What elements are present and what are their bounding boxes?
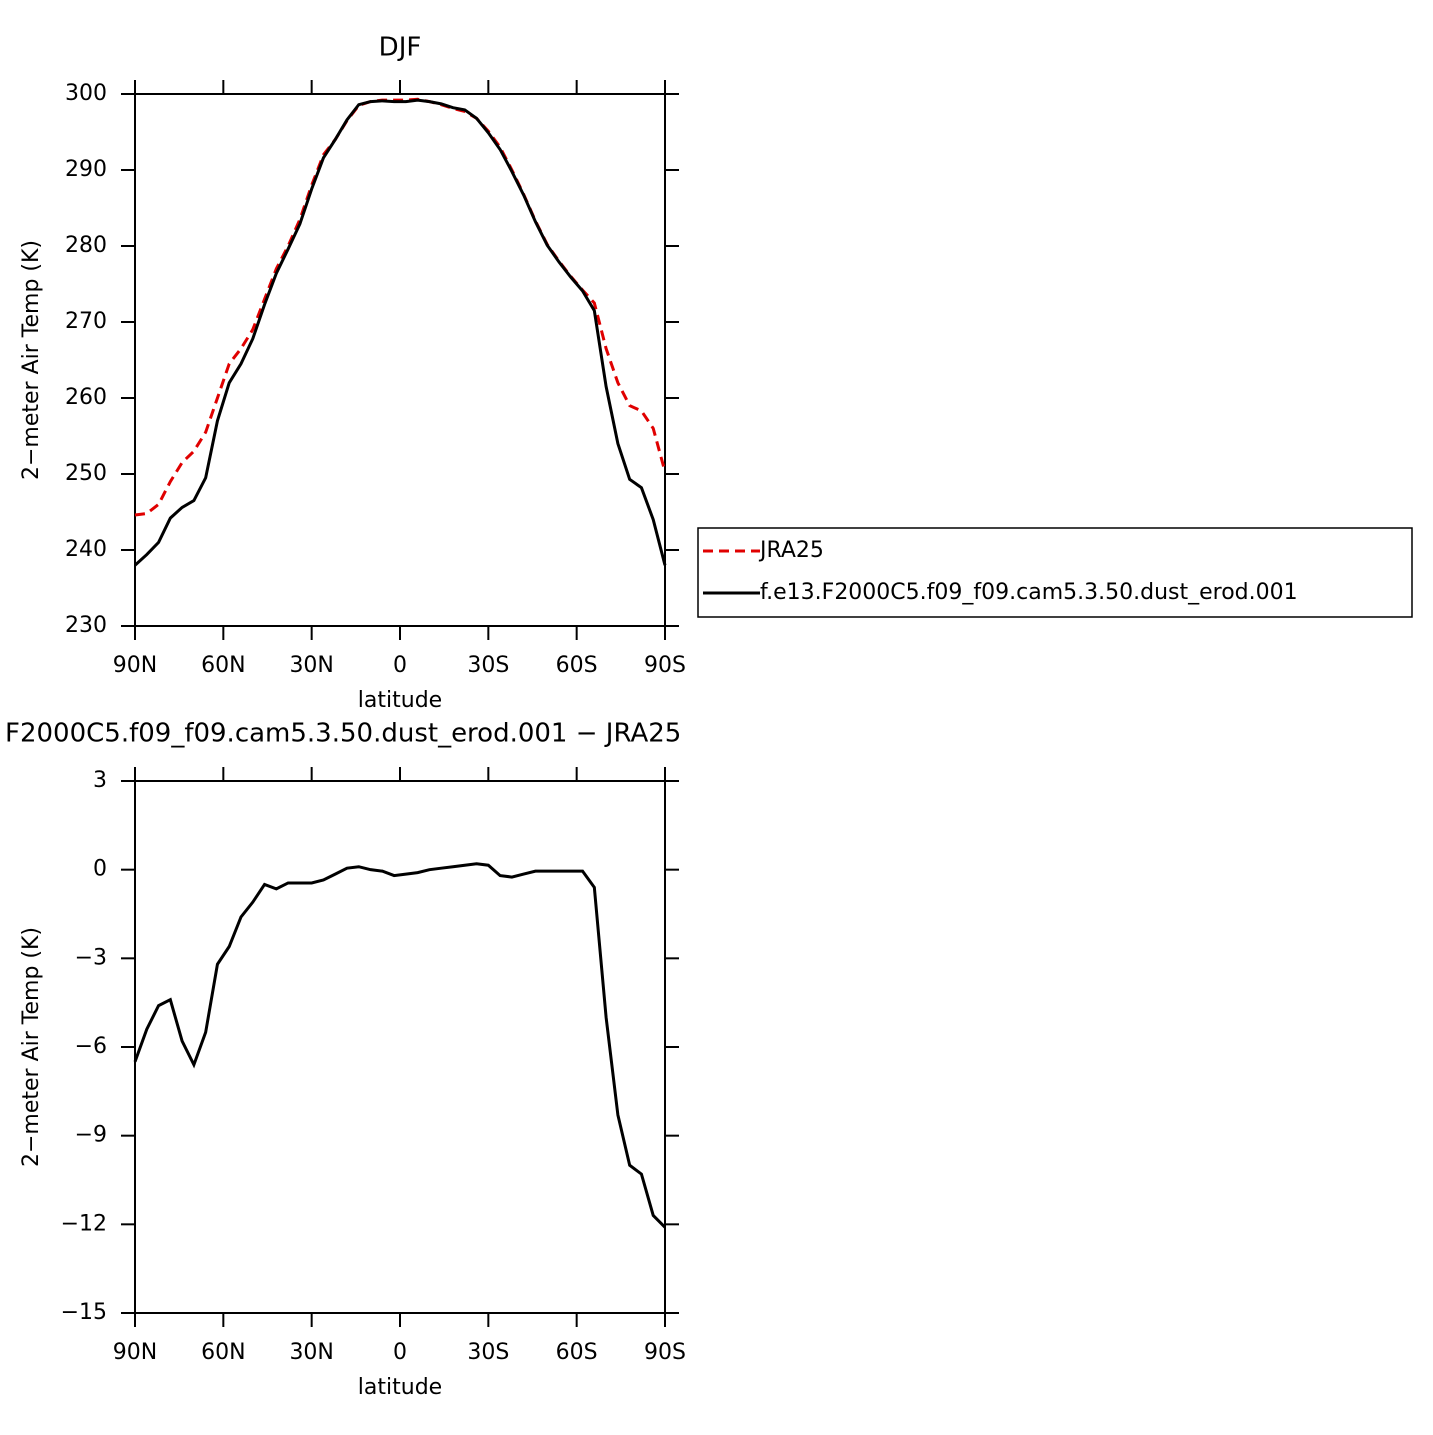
series-line [134, 97, 667, 517]
y-tick-label: 290 [65, 157, 107, 182]
x-tick-label: 0 [393, 653, 407, 678]
x-tick-label: 60S [556, 653, 598, 678]
chart-title: F2000C5.f09_f09.cam5.3.50.dust_erod.001 … [5, 719, 681, 749]
y-tick-label: −12 [61, 1211, 107, 1236]
x-tick-label: 90S [644, 1340, 686, 1365]
y-tick-label: −15 [61, 1300, 107, 1325]
y-tick-label: 230 [65, 613, 107, 638]
x-tick-label: 60N [201, 1340, 245, 1365]
y-tick-label: 300 [65, 81, 107, 106]
legend-label: f.e13.F2000C5.f09_f09.cam5.3.50.dust_ero… [760, 580, 1298, 605]
y-tick-label: 0 [93, 857, 107, 882]
y-tick-label: −3 [75, 945, 107, 970]
x-tick-label: 60S [556, 1340, 598, 1365]
x-axis-label: latitude [358, 1375, 442, 1400]
x-tick-label: 90N [113, 1340, 157, 1365]
x-tick-label: 90N [113, 653, 157, 678]
y-axis-label: 2−meter Air Temp (K) [19, 927, 44, 1167]
y-tick-label: −9 [75, 1123, 107, 1148]
series-line [133, 98, 667, 567]
y-tick-label: 240 [65, 537, 107, 562]
plot-frame [134, 780, 666, 1314]
y-tick-label: 280 [65, 233, 107, 258]
legend-box [697, 527, 1413, 618]
x-tick-label: 30N [289, 653, 333, 678]
y-axis-label: 2−meter Air Temp (K) [19, 240, 44, 480]
y-tick-label: 260 [65, 385, 107, 410]
y-tick-label: 3 [93, 768, 107, 793]
chart-title: DJF [379, 33, 422, 63]
x-tick-label: 30N [289, 1340, 333, 1365]
plot-frame [134, 93, 666, 627]
y-tick-label: 250 [65, 461, 107, 486]
legend-label: JRA25 [758, 538, 824, 563]
x-tick-label: 90S [644, 653, 686, 678]
x-tick-label: 0 [393, 1340, 407, 1365]
x-tick-label: 60N [201, 653, 245, 678]
y-tick-label: −6 [75, 1034, 107, 1059]
x-tick-label: 30S [467, 1340, 509, 1365]
x-axis-label: latitude [358, 688, 442, 713]
x-tick-label: 30S [467, 653, 509, 678]
y-tick-label: 270 [65, 309, 107, 334]
series-line [133, 862, 667, 1229]
